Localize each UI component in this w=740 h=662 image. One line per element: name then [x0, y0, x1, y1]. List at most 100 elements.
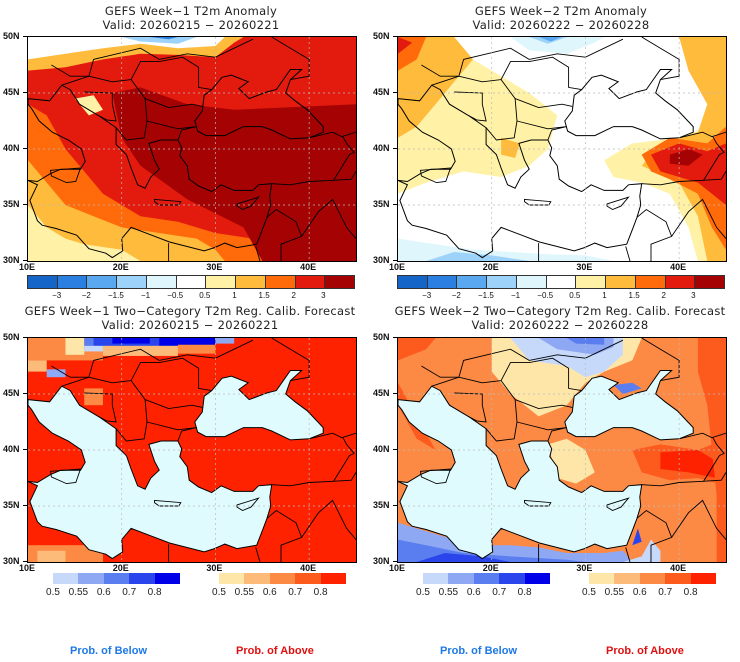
- below-colorbar: [423, 573, 551, 584]
- colorbar-label: 0.5: [569, 291, 581, 300]
- map1-title: GEFS Week−1 T2m Anomaly: [104, 4, 278, 18]
- country-border: [454, 91, 487, 122]
- country-border: [421, 339, 624, 378]
- map1-subtitle: Valid: 20260215 − 20260221: [102, 18, 280, 32]
- colorbar-swatch: [665, 573, 691, 584]
- colorbar-label: 0.55: [234, 587, 255, 598]
- prob-cell: [46, 369, 66, 378]
- country-border: [144, 98, 203, 109]
- colorbar-swatch: [117, 276, 147, 288]
- country-border: [308, 131, 356, 139]
- black-sea: [564, 370, 694, 441]
- colorbar-swatch: [589, 573, 615, 584]
- map4-title: GEFS Week−2 Two−Category T2m Reg. Calib.…: [394, 304, 726, 318]
- island-outline: [49, 167, 82, 184]
- x-tick-label: 40E: [300, 262, 317, 272]
- country-border: [271, 171, 356, 186]
- y-tick-mark: [393, 260, 397, 261]
- y-tick-label: 40N: [3, 444, 20, 454]
- colorbar-swatch: [546, 276, 577, 288]
- y-tick-label: 30N: [373, 255, 390, 265]
- y-tick-label: 35N: [373, 500, 390, 510]
- colorbar-swatch: [146, 276, 177, 288]
- footer-prob-above-right: Prob. of Above: [606, 645, 684, 657]
- above-colorbar: [219, 573, 347, 584]
- y-tick-label: 45N: [373, 87, 390, 97]
- country-border: [671, 499, 726, 540]
- map3-title: GEFS Week−1 Two−Category T2m Reg. Calib.…: [24, 304, 356, 318]
- colorbar-swatch: [473, 573, 500, 584]
- map2-title: GEFS Week−2 T2m Anomaly: [474, 4, 648, 18]
- country-border: [146, 421, 197, 442]
- map3-subtitle: Valid: 20260215 − 20260221: [101, 318, 279, 332]
- x-tick-label: 20E: [482, 262, 499, 272]
- anomaly-1: [501, 137, 520, 158]
- x-tick-label: 40E: [670, 563, 687, 573]
- country-border: [255, 208, 303, 261]
- x-tick-label: 20E: [112, 563, 129, 573]
- country-border: [671, 198, 726, 239]
- colorbar-label: 0.6: [262, 587, 277, 598]
- country-border: [271, 338, 310, 382]
- y-tick-label: 50N: [373, 332, 390, 342]
- y-tick-mark: [23, 260, 27, 261]
- y-tick-mark: [23, 36, 27, 37]
- prob-below-0.6: [613, 382, 642, 394]
- island-outline: [49, 468, 82, 485]
- country-border: [500, 357, 582, 392]
- above-colorbar: [589, 573, 717, 584]
- colorbar-label: 0.5: [416, 587, 430, 598]
- colorbar-swatch: [244, 573, 270, 584]
- colorbar-label: 0.5: [212, 587, 226, 598]
- country-border: [130, 56, 212, 91]
- colorbar-label: 0.8: [147, 587, 162, 598]
- island-outline: [606, 196, 630, 211]
- y-tick-label: 40N: [373, 444, 390, 454]
- x-tick-label: 30E: [206, 262, 223, 272]
- map2-subtitle: Valid: 20260222 − 20260228: [472, 18, 650, 32]
- anomaly-2: [651, 143, 726, 205]
- y-tick-label: 40N: [373, 143, 390, 153]
- colorbar-label: −1.5: [478, 291, 494, 300]
- anomaly-1: [28, 205, 141, 261]
- colorbar-swatch: [269, 573, 296, 584]
- country-border: [333, 437, 355, 482]
- colorbar-label: 0.5: [199, 291, 211, 300]
- colorbar-swatch: [28, 276, 58, 288]
- island-outline: [606, 497, 630, 512]
- map4-subtitle: Valid: 20260222 − 20260228: [471, 318, 649, 332]
- black-sea: [194, 69, 324, 140]
- y-tick-label: 40N: [3, 143, 20, 153]
- colorbar-label: 3: [321, 291, 326, 300]
- colorbar-swatch: [57, 276, 88, 288]
- colorbar-label: 0.7: [288, 587, 303, 598]
- y-tick-label: 50N: [3, 332, 20, 342]
- prob-cell: [112, 338, 150, 344]
- colorbar-swatch: [639, 573, 666, 584]
- colorbar-swatch: [325, 276, 355, 288]
- country-border: [271, 472, 356, 487]
- colorbar-label: 0.6: [632, 587, 647, 598]
- colorbar-label: −1: [140, 291, 151, 300]
- country-border: [678, 131, 726, 139]
- x-tick-label: 40E: [670, 262, 687, 272]
- colorbar-swatch: [265, 276, 296, 288]
- colorbar-swatch: [606, 276, 636, 288]
- island-outline: [236, 497, 260, 512]
- country-border: [84, 392, 117, 423]
- x-tick-label: 20E: [482, 563, 499, 573]
- colorbar-swatch: [236, 276, 266, 288]
- colorbar-swatch: [423, 573, 449, 584]
- y-tick-label: 30N: [3, 556, 20, 566]
- country-border: [641, 338, 680, 382]
- country-border: [514, 399, 573, 410]
- colorbar-label: 1.5: [628, 291, 640, 300]
- colorbar-label: 1: [232, 291, 237, 300]
- colorbar-label: −2: [81, 291, 91, 300]
- prob-cell: [215, 338, 235, 344]
- colorbar-label: 0.5: [46, 587, 60, 598]
- anomaly-neg1: [426, 252, 530, 261]
- x-tick-label: 40E: [300, 563, 317, 573]
- y-tick-mark: [393, 561, 397, 562]
- country-border: [421, 38, 624, 77]
